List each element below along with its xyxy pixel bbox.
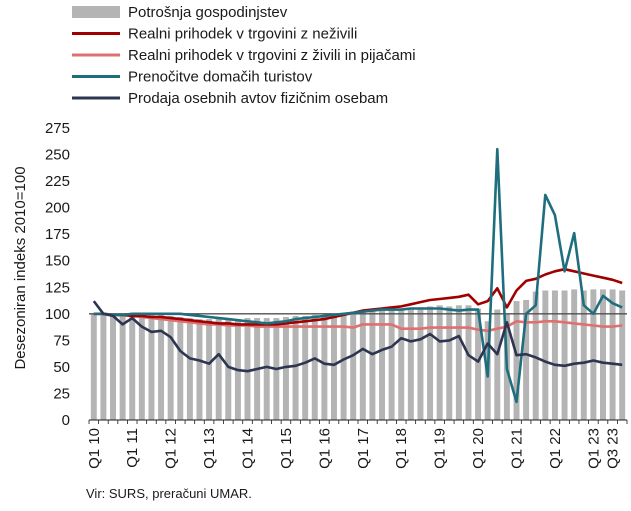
line-series [92,147,623,404]
bar [148,313,155,420]
legend-label-cars: Prodaja osebnih avtov fizičnim osebam [128,90,388,107]
x-tick-label: Q1 17 [355,428,372,469]
x-tick-label: Q1 19 [432,428,449,469]
bar [407,307,414,420]
x-axis: Q1 10 Q1 11 Q1 12 Q1 13 Q1 14 Q1 15 Q1 16 Q1 17… [86,419,628,469]
bar [340,312,347,420]
bar [427,306,434,420]
bar [100,313,107,420]
legend-swatch-bars [72,6,120,18]
bar [523,300,530,420]
bar [436,305,443,420]
legend-label-bars: Potrošnja gospodinjstev [128,4,288,21]
bar [379,309,385,420]
legend-label-tourists: Prenočitve domačih turistov [128,69,313,86]
bar [475,308,482,420]
legend: Potrošnja gospodinjstev Realni prihodek v… [72,4,416,107]
bar [580,290,587,420]
x-tick-label: Q1 18 [393,428,410,469]
y-tick-label: 275 [45,120,70,137]
y-tick-label: 0 [62,412,70,429]
bar [177,317,184,420]
bar [542,290,549,420]
bar [600,289,606,420]
legend-label-food: Realni prihodek v trgovini z živili in p… [128,47,416,64]
bar [532,291,539,420]
bar [331,313,337,420]
source-note: Vir: SURS, preračuni UMAR. [86,486,252,501]
x-tick-label: Q1 16 [316,428,333,469]
x-tick-label: Q1 20 [470,428,487,469]
x-tick-label: Q1 15 [278,428,295,469]
x-tick-label: Q1 12 [163,428,180,469]
bar [292,315,299,420]
bar [186,318,193,420]
bar [388,308,395,420]
bar [129,313,136,420]
bar [302,315,309,420]
bar [119,313,126,420]
bar [551,290,558,420]
bar [350,311,357,420]
bar [225,319,232,420]
bar [398,308,405,420]
bar [110,313,116,420]
y-tick-label: 150 [45,253,70,270]
bar [609,289,616,420]
x-tick-label: Q1 13 [201,428,218,469]
y-tick-label: 25 [53,385,70,402]
y-tick-label: 250 [45,147,70,164]
bar [513,301,520,420]
bar [417,307,424,420]
bar [282,317,289,420]
y-tick-label: 175 [45,226,70,243]
bar [494,309,501,420]
x-tick-label: Q1 11 [124,428,141,468]
y-axis: 0 25 50 75 100 125 150 175 200 225 250 275 [45,120,70,429]
bar [263,318,270,420]
legend-label-nonfood: Realni prihodek v trgovini z neživili [128,26,357,43]
bars-series [90,289,626,420]
y-tick-label: 50 [53,359,70,376]
bar [90,313,97,420]
bar [244,318,251,420]
y-axis-title: Desezoniran indeks 2010=100 [12,166,29,369]
x-tick-label: Q3 23 [605,428,622,469]
bar [446,306,453,420]
bar [311,314,318,420]
bar [571,289,578,420]
bar [321,314,328,420]
series-line-cars [92,300,623,373]
bar [138,313,145,420]
y-tick-label: 200 [45,200,70,217]
plot-area [89,147,627,420]
bar [561,290,568,420]
series-line-tourists [93,147,623,404]
x-tick-label: Q1 22 [547,428,564,469]
bar [619,290,626,420]
bar [158,314,165,420]
bar [369,309,376,420]
bar [196,319,203,420]
y-tick-label: 75 [53,332,70,349]
x-tick-label: Q1 23 [585,428,602,469]
x-tick-label: Q1 21 [509,428,526,469]
bar [215,319,222,420]
bar [167,315,174,420]
y-tick-label: 225 [45,173,70,190]
x-tick-label: Q1 14 [240,428,257,469]
y-tick-label: 125 [45,279,70,296]
x-tick-label: Q1 10 [86,428,103,469]
bar [455,305,462,420]
bar [590,289,597,420]
bar [359,310,366,420]
bar [465,305,472,420]
y-tick-label: 100 [45,306,70,323]
bar [206,319,213,420]
series-line-food [93,312,623,333]
